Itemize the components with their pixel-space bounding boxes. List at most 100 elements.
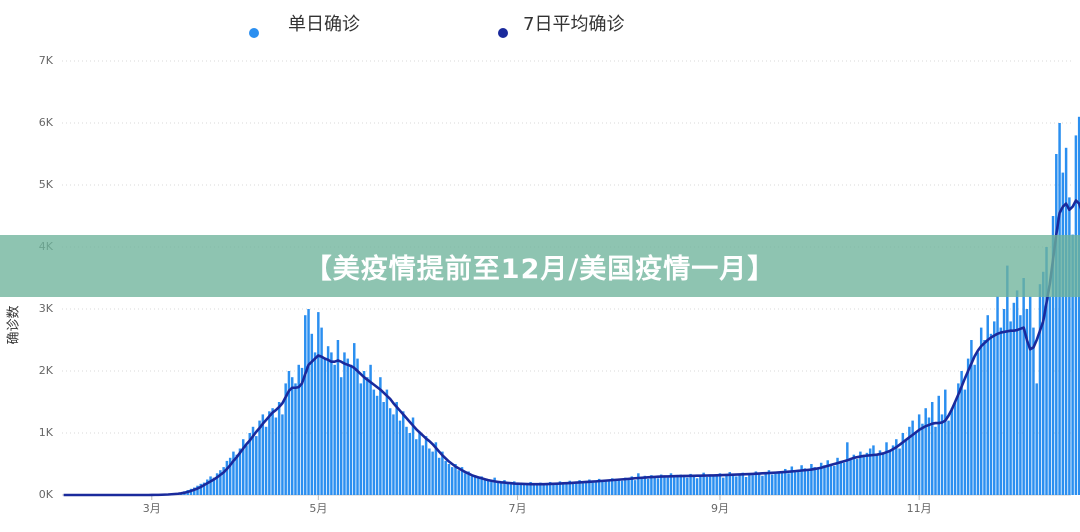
bar	[930, 402, 934, 495]
bar	[330, 352, 333, 495]
bar	[388, 408, 392, 495]
bar	[846, 442, 849, 495]
bar	[206, 479, 209, 495]
bar	[258, 420, 261, 495]
bar	[917, 414, 921, 495]
bar	[297, 364, 300, 495]
bar	[702, 472, 705, 495]
bar	[927, 417, 931, 495]
bar	[640, 477, 643, 495]
bar	[509, 483, 513, 495]
bar	[558, 481, 562, 495]
bar	[751, 475, 754, 495]
bar	[545, 484, 549, 495]
bar	[633, 480, 637, 495]
x-tick-label: 3月	[143, 502, 161, 515]
bar	[728, 472, 732, 495]
bar	[624, 477, 627, 495]
bar	[744, 477, 748, 495]
banner: 【美疫情提前至12月/美国疫情一月】	[0, 235, 1080, 297]
bar	[823, 465, 826, 495]
bar	[526, 483, 529, 495]
bar	[326, 346, 330, 495]
bar	[868, 448, 872, 495]
bar	[692, 475, 696, 495]
bar	[944, 389, 947, 495]
bar	[385, 389, 389, 495]
y-tick-label: 2K	[39, 364, 54, 377]
bar	[480, 476, 483, 495]
bar	[643, 475, 647, 495]
bar	[460, 467, 464, 495]
bar	[1071, 234, 1074, 495]
bar	[408, 433, 412, 495]
bar	[699, 475, 702, 495]
bar	[865, 452, 869, 495]
bar	[793, 470, 797, 495]
legend-marker	[249, 28, 259, 38]
bar	[359, 383, 363, 495]
bar	[349, 364, 353, 495]
bar	[953, 402, 957, 495]
bar	[519, 482, 523, 495]
bar	[584, 481, 588, 495]
bar	[444, 460, 447, 495]
bar	[1055, 154, 1058, 495]
bar	[571, 481, 575, 495]
bar	[379, 377, 382, 495]
bar	[238, 448, 242, 495]
bar	[506, 481, 509, 495]
bar	[757, 473, 761, 495]
bar	[999, 327, 1003, 495]
bar	[418, 433, 421, 495]
bar	[620, 480, 624, 495]
bar	[666, 477, 669, 495]
bar	[284, 383, 287, 495]
bar	[1077, 116, 1080, 496]
bar	[617, 479, 620, 495]
bar	[787, 473, 790, 495]
bar	[516, 483, 519, 495]
bar	[627, 478, 630, 495]
bar	[663, 476, 666, 495]
bar	[882, 452, 885, 495]
bar	[826, 460, 829, 495]
bar	[996, 296, 999, 495]
bar	[339, 377, 343, 495]
bar	[650, 475, 653, 495]
bar	[431, 451, 434, 495]
bar	[891, 445, 895, 495]
bar	[493, 477, 496, 495]
bar	[842, 462, 846, 495]
bar	[914, 433, 918, 495]
x-tick-label: 7月	[509, 502, 527, 515]
bar	[601, 481, 604, 495]
bar	[646, 478, 650, 495]
bar	[810, 464, 813, 495]
bar	[712, 476, 715, 495]
bar	[235, 454, 238, 495]
bar	[356, 358, 359, 495]
bar	[898, 448, 901, 495]
bar	[392, 414, 395, 495]
bar	[813, 467, 816, 495]
bar	[859, 451, 862, 495]
bar	[1038, 284, 1042, 495]
bar	[578, 480, 581, 495]
bar	[274, 417, 278, 495]
y-tick-label: 6K	[39, 116, 54, 129]
bar	[539, 482, 542, 495]
bar	[464, 473, 467, 495]
bar	[1061, 172, 1065, 495]
bar	[829, 464, 833, 495]
bar	[307, 309, 310, 495]
bar	[960, 371, 963, 495]
bar	[483, 478, 487, 495]
bar	[1006, 265, 1009, 495]
bar	[610, 478, 614, 495]
bar	[764, 472, 767, 495]
bar	[911, 420, 914, 495]
bar	[241, 439, 245, 495]
bar	[486, 479, 490, 495]
bar	[849, 457, 852, 495]
